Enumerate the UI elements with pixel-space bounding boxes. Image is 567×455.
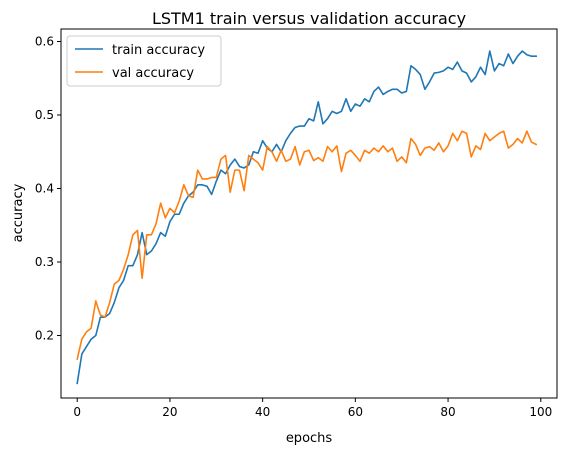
- series-layer: [76, 50, 538, 385]
- y-axis: 0.2 0.3 0.4 0.5 0.6: [35, 34, 61, 343]
- chart-title: LSTM1 train versus validation accuracy: [152, 9, 466, 28]
- plot-area: [60, 28, 558, 399]
- legend-label-val-accuracy: val accuracy: [112, 66, 194, 81]
- series-line-val-accuracy: [76, 130, 538, 361]
- plot-frame: [60, 28, 558, 399]
- series-line-train-accuracy: [76, 50, 537, 385]
- x-tick-label: 0: [73, 405, 81, 419]
- y-tick-label: 0.6: [35, 34, 54, 48]
- x-axis-label: epochs: [286, 431, 333, 446]
- x-tick-label: 60: [348, 405, 363, 419]
- y-tick-label: 0.5: [35, 108, 54, 122]
- x-tick-label: 40: [255, 405, 270, 419]
- y-axis-label: accuracy: [11, 183, 26, 242]
- legend-label-train-accuracy: train accuracy: [112, 43, 205, 58]
- y-tick-label: 0.4: [35, 182, 54, 196]
- x-axis: 0 20 40 60 80 100: [73, 398, 552, 419]
- plot-background: [61, 29, 557, 398]
- legend-box: [66, 35, 222, 87]
- y-tick-label: 0.3: [35, 255, 54, 269]
- x-tick-label: 20: [162, 405, 177, 419]
- x-tick-label: 80: [440, 405, 455, 419]
- legend: train accuracy val accuracy: [66, 35, 222, 87]
- x-tick-label: 100: [529, 405, 552, 419]
- y-tick-label: 0.2: [35, 329, 54, 343]
